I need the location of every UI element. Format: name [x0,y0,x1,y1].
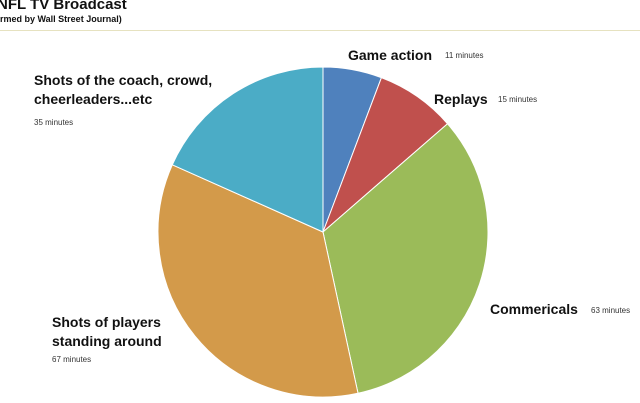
pie-slice [322,123,489,394]
value-label: 67 minutes [52,355,92,364]
pie-slice [157,164,359,398]
pie-slice [171,66,324,233]
slice-label: Game action [348,47,433,63]
value-label: 63 minutes [591,306,631,315]
slice-label: Replays [434,91,488,107]
value-label: 15 minutes [498,95,538,104]
chart-subtitle: rmed by Wall Street Journal) [0,14,122,24]
slice-label: Shots of players standing around [52,314,162,349]
slice-label: Commericals [490,301,578,317]
header-rule [0,30,640,31]
slice-label: Shots of the coach, crowd, cheerleaders.… [34,72,213,107]
value-label: 35 minutes [34,118,74,127]
value-label: 11 minutes [445,51,484,60]
chart-title: NFL TV Broadcast [0,0,127,13]
